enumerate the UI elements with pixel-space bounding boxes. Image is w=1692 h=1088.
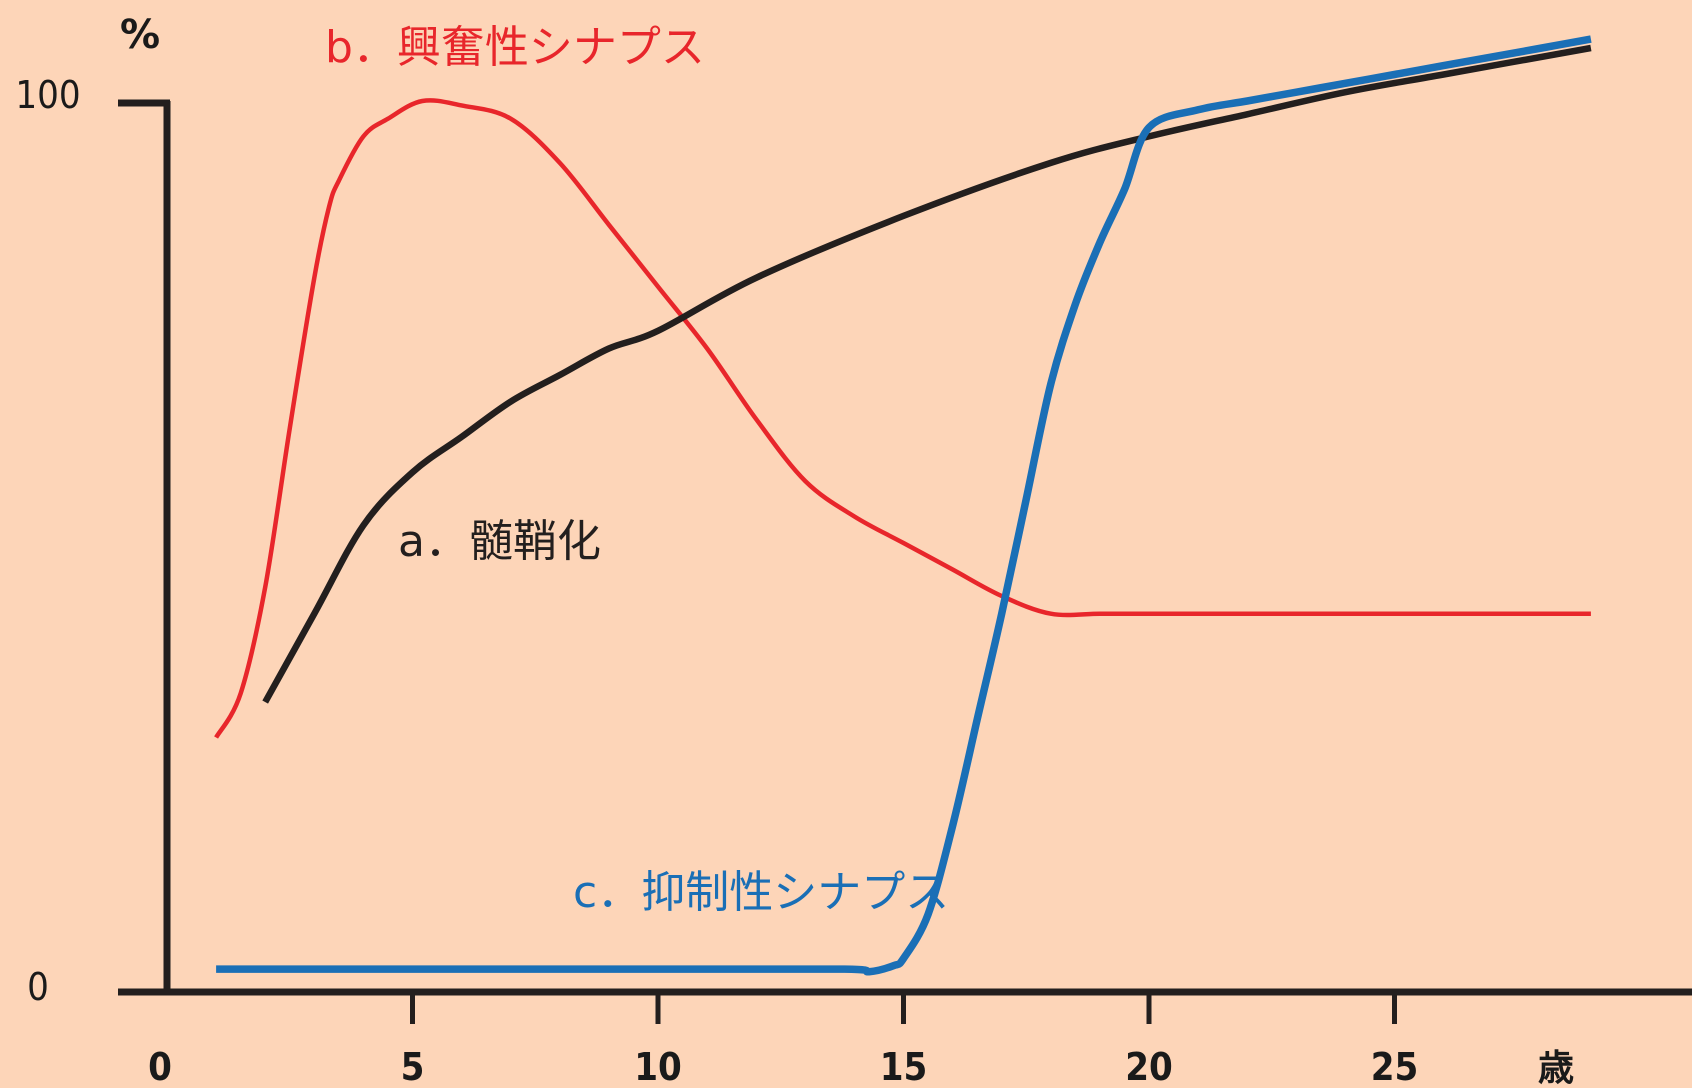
series-label-myelination: a．髄鞘化 [398,516,601,567]
tick-layer: 0 5 10 15 20 25 0 100 [15,73,1418,1088]
x-tick-label: 20 [1125,1045,1173,1088]
series-line-myelination [262,44,1592,704]
x-tick-label: 15 [880,1045,928,1088]
x-axis-label: 歳 [1538,1048,1574,1088]
y-tick-label: 100 [15,73,80,117]
y-axis-label: % [120,12,160,58]
y-tick-label: 0 [27,965,49,1009]
series-line-inhibitory [216,35,1592,976]
axes-layer [118,99,1692,996]
series-line-excitatory [214,98,1591,739]
series-label-inhibitory: c．抑制性シナプス [573,867,949,918]
x-tick-label: 5 [401,1045,425,1088]
x-tick-label: 10 [634,1045,682,1088]
series-layer [214,35,1592,976]
series-label-excitatory: b．興奮性シナプス [325,22,705,73]
x-tick-label: 0 [148,1045,172,1088]
x-tick-label: 25 [1371,1045,1419,1088]
